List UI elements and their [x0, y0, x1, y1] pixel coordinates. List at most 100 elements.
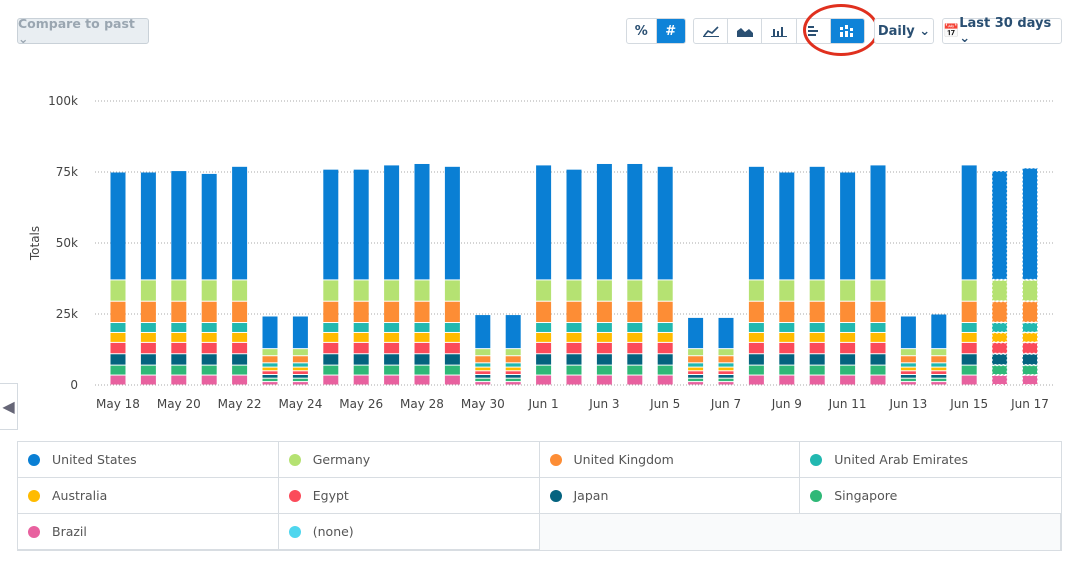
- bar-segment-singapore[interactable]: [991, 365, 1008, 376]
- bar-segment-singapore[interactable]: [748, 365, 764, 375]
- bar-segment-brazil[interactable]: [748, 375, 764, 385]
- bar-segment-egypt[interactable]: [1022, 342, 1038, 354]
- bar-segment-egypt[interactable]: [779, 342, 795, 354]
- bar-segment-australia[interactable]: [475, 367, 491, 371]
- bar-segment-united-states[interactable]: [1022, 167, 1038, 280]
- bar-segment-egypt[interactable]: [718, 371, 734, 374]
- bar-segment-japan[interactable]: [840, 354, 856, 365]
- date-range-dropdown[interactable]: 📅 Last 30 days ⌄: [942, 16, 1062, 46]
- bar-segment-united-kingdom[interactable]: [900, 356, 916, 363]
- legend-item[interactable]: Germany: [278, 442, 540, 478]
- bar-segment-australia[interactable]: [900, 367, 916, 371]
- bar-segment-united-states[interactable]: [900, 316, 916, 349]
- bar-segment-united-kingdom[interactable]: [718, 356, 734, 363]
- bar-segment-japan[interactable]: [414, 354, 430, 365]
- bar-segment-united-states[interactable]: [384, 165, 400, 280]
- bar-segment-united-arab-emirates[interactable]: [444, 323, 460, 332]
- bar-segment-japan[interactable]: [931, 374, 947, 378]
- bar-segment-egypt[interactable]: [566, 342, 582, 354]
- bar-segment-germany[interactable]: [201, 280, 217, 301]
- bar-segment-singapore[interactable]: [232, 365, 248, 375]
- bar-segment-united-kingdom[interactable]: [627, 301, 643, 323]
- bar-segment-japan[interactable]: [353, 354, 369, 365]
- legend-item[interactable]: United Arab Emirates: [800, 442, 1061, 478]
- bar-segment-united-kingdom[interactable]: [232, 301, 248, 323]
- legend-item[interactable]: Japan: [539, 478, 801, 514]
- bar-segment-germany[interactable]: [475, 349, 491, 356]
- bar-segment-japan[interactable]: [171, 354, 187, 365]
- bar-segment-australia[interactable]: [718, 367, 734, 371]
- bar-segment-australia[interactable]: [596, 332, 612, 342]
- bar-segment-egypt[interactable]: [596, 342, 612, 354]
- bar-segment-japan[interactable]: [809, 354, 825, 365]
- bar-segment-singapore[interactable]: [444, 365, 460, 375]
- bar-segment-united-arab-emirates[interactable]: [232, 323, 248, 332]
- bar-segment-brazil[interactable]: [596, 375, 612, 385]
- bar-segment-brazil[interactable]: [110, 375, 126, 385]
- bar-segment-australia[interactable]: [809, 332, 825, 342]
- bar-segment-united-kingdom[interactable]: [809, 301, 825, 323]
- compare-to-past-dropdown[interactable]: Compare to past ⌄: [17, 16, 149, 46]
- bar-segment-brazil[interactable]: [475, 382, 491, 385]
- bar-segment-singapore[interactable]: [323, 365, 339, 375]
- bar-segment-singapore[interactable]: [961, 365, 977, 375]
- bar-segment-germany[interactable]: [536, 280, 552, 301]
- bar-segment-brazil[interactable]: [688, 382, 704, 385]
- bar-segment-united-states[interactable]: [809, 166, 825, 280]
- bar-segment-brazil[interactable]: [444, 375, 460, 385]
- bar-segment-united-states[interactable]: [414, 163, 430, 280]
- bar-segment-japan[interactable]: [870, 354, 886, 365]
- bar-segment-egypt[interactable]: [353, 342, 369, 354]
- bar-segment-brazil[interactable]: [657, 375, 673, 385]
- bar-segment-australia[interactable]: [961, 332, 977, 342]
- bar-segment-united-states[interactable]: [110, 172, 126, 280]
- bar-segment-egypt[interactable]: [870, 342, 886, 354]
- bar-segment-australia[interactable]: [748, 332, 764, 342]
- bar-segment-australia[interactable]: [444, 332, 460, 342]
- line-chart-icon[interactable]: [694, 19, 729, 43]
- bar-segment-singapore[interactable]: [566, 365, 582, 375]
- bar-segment-egypt[interactable]: [900, 371, 916, 374]
- bar-segment-brazil[interactable]: [779, 375, 795, 385]
- bar-segment-germany[interactable]: [323, 280, 339, 301]
- bar-segment-australia[interactable]: [232, 332, 248, 342]
- bar-segment-singapore[interactable]: [110, 365, 126, 375]
- legend-item[interactable]: Brazil: [18, 514, 279, 550]
- bar-segment-germany[interactable]: [292, 349, 308, 356]
- bar-segment-egypt[interactable]: [991, 342, 1008, 354]
- bar-segment-australia[interactable]: [353, 332, 369, 342]
- bar-segment-germany[interactable]: [840, 280, 856, 301]
- bar-segment-japan[interactable]: [961, 354, 977, 365]
- bar-segment-brazil[interactable]: [414, 375, 430, 385]
- bar-segment-japan[interactable]: [232, 354, 248, 365]
- bar-segment-united-kingdom[interactable]: [323, 301, 339, 323]
- bar-segment-united-arab-emirates[interactable]: [688, 363, 704, 367]
- bar-segment-united-states[interactable]: [657, 166, 673, 280]
- bar-segment-japan[interactable]: [201, 354, 217, 365]
- horizontal-bar-icon[interactable]: [797, 19, 831, 43]
- bar-segment-united-arab-emirates[interactable]: [840, 323, 856, 332]
- bar-segment-singapore[interactable]: [201, 365, 217, 375]
- bar-segment-united-states[interactable]: [779, 172, 795, 280]
- bar-segment-united-arab-emirates[interactable]: [961, 323, 977, 332]
- bar-segment-germany[interactable]: [444, 280, 460, 301]
- bar-segment-australia[interactable]: [870, 332, 886, 342]
- bar-segment-united-arab-emirates[interactable]: [323, 323, 339, 332]
- bar-segment-brazil[interactable]: [809, 375, 825, 385]
- bar-segment-united-arab-emirates[interactable]: [475, 363, 491, 367]
- interval-dropdown[interactable]: Daily ⌄: [874, 18, 934, 44]
- collapse-sidebar-button[interactable]: ◀: [0, 383, 18, 430]
- bar-segment-japan[interactable]: [292, 374, 308, 378]
- bar-segment-egypt[interactable]: [657, 342, 673, 354]
- bar-segment-united-kingdom[interactable]: [596, 301, 612, 323]
- bar-segment-united-kingdom[interactable]: [961, 301, 977, 323]
- bar-segment-united-states[interactable]: [718, 317, 734, 349]
- bar-segment-singapore[interactable]: [718, 378, 734, 382]
- bar-segment-united-arab-emirates[interactable]: [201, 323, 217, 332]
- bar-segment-brazil[interactable]: [232, 375, 248, 385]
- bar-segment-egypt[interactable]: [171, 342, 187, 354]
- legend-item[interactable]: (none): [278, 514, 540, 550]
- bar-segment-united-states[interactable]: [840, 172, 856, 280]
- bar-segment-united-states[interactable]: [292, 316, 308, 349]
- bar-segment-germany[interactable]: [1022, 279, 1038, 302]
